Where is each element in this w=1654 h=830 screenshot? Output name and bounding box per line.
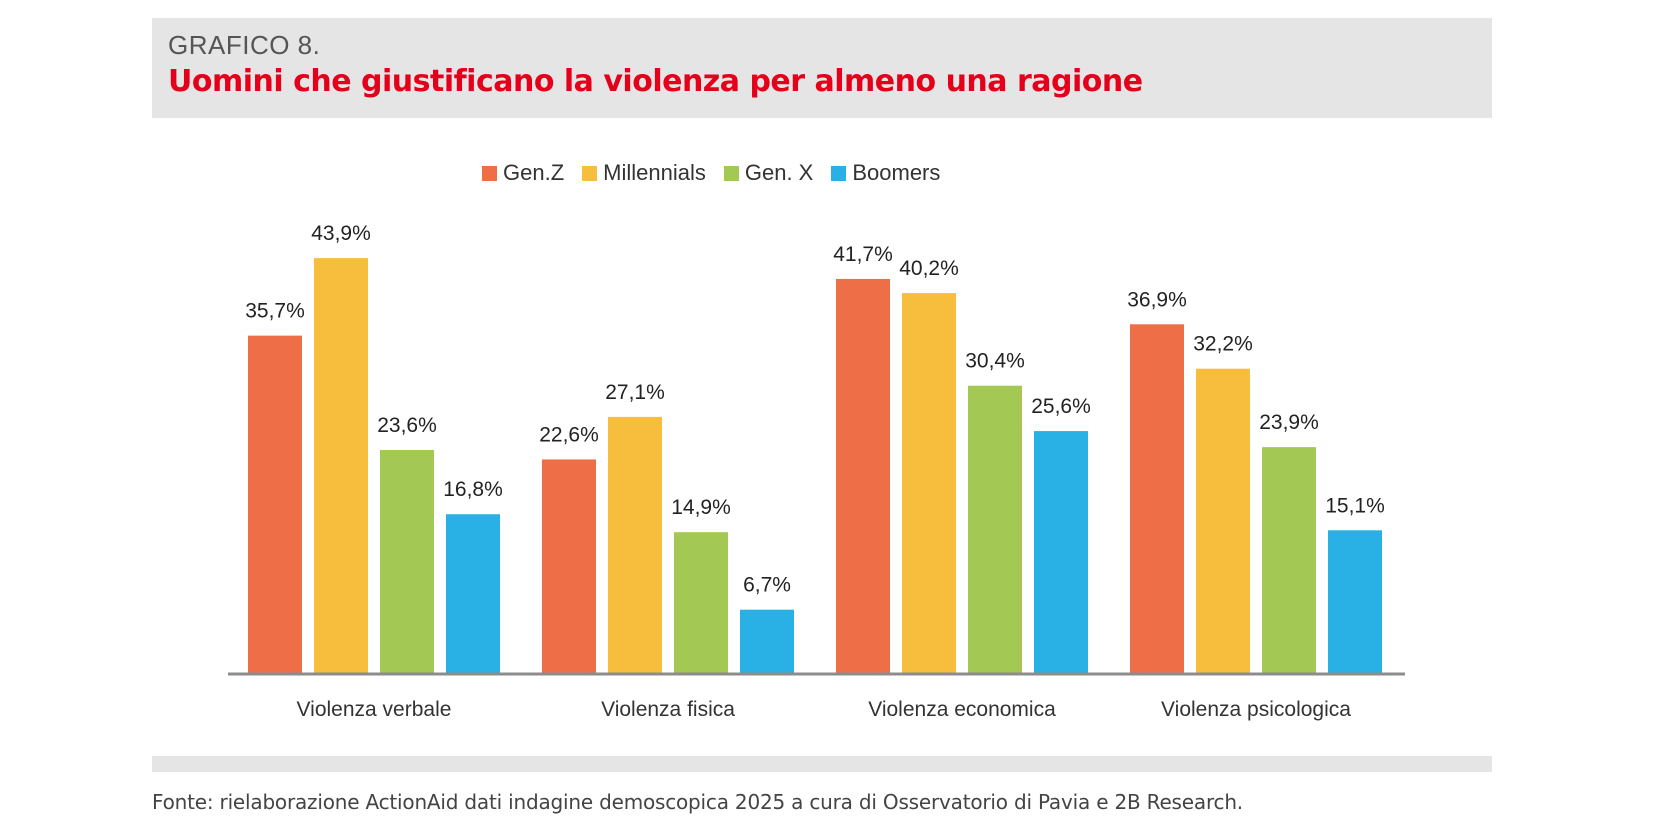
bar-3-1 (1196, 368, 1250, 673)
category-label: Violenza economica (868, 698, 1056, 721)
category-label: Violenza psicologica (1161, 698, 1351, 721)
bar-value-label: 23,6% (377, 414, 437, 437)
chart-legend: Gen.Z Millennials Gen. X Boomers (482, 158, 958, 188)
bar-2-0 (836, 278, 890, 673)
legend-label-boomers: Boomers (852, 160, 941, 185)
source-note: Fonte: rielaborazione ActionAid dati ind… (152, 790, 1243, 814)
legend-item-millennials: Millennials (582, 160, 706, 186)
legend-swatch-gen-z (482, 165, 497, 181)
legend-item-boomers: Boomers (831, 160, 940, 186)
bar-2-1 (902, 293, 956, 673)
bar-0-0 (248, 335, 302, 673)
header-band (152, 18, 1492, 118)
bar-value-label: 30,4% (965, 350, 1025, 373)
bar-0-2 (380, 449, 434, 673)
bar-value-label: 36,9% (1127, 288, 1187, 311)
bar-0-3 (446, 514, 500, 673)
bar-0-1 (314, 258, 368, 673)
bar-value-label: 40,2% (899, 257, 959, 280)
bar-1-2 (674, 532, 728, 673)
bar-value-label: 32,2% (1193, 333, 1253, 356)
legend-label-millennials: Millennials (603, 160, 706, 185)
bar-value-label: 43,9% (311, 222, 371, 245)
bar-value-label: 25,6% (1031, 395, 1091, 418)
bar-3-0 (1130, 324, 1184, 673)
legend-label-gen-z: Gen.Z (503, 160, 565, 185)
bar-value-label: 22,6% (539, 423, 599, 446)
footer-band (152, 756, 1492, 772)
legend-swatch-gen-x (723, 165, 739, 181)
legend-swatch-millennials (582, 165, 598, 181)
legend-label-gen-x: Gen. X (744, 160, 814, 185)
bar-2-2 (968, 385, 1022, 673)
chart-number-label: GRAFICO 8. (168, 30, 321, 60)
bar-1-3 (740, 609, 794, 673)
bar-1-1 (608, 416, 662, 673)
bar-3-2 (1262, 447, 1316, 673)
bar-2-3 (1034, 431, 1088, 673)
bar-value-label: 14,9% (671, 496, 731, 519)
legend-item-gen-z: Gen.Z (482, 160, 564, 186)
bar-value-label: 23,9% (1259, 411, 1319, 434)
bar-value-label: 35,7% (245, 300, 305, 323)
bar-value-label: 27,1% (605, 381, 665, 404)
bar-3-3 (1328, 530, 1382, 673)
bar-1-0 (542, 459, 596, 673)
legend-swatch-boomers (831, 165, 847, 181)
bar-value-label: 41,7% (833, 243, 893, 266)
category-label: Violenza fisica (601, 698, 735, 721)
bar-value-label: 6,7% (743, 574, 791, 597)
bar-value-label: 16,8% (443, 478, 503, 501)
bar-value-label: 15,1% (1325, 494, 1385, 517)
legend-item-gen-x: Gen. X (723, 160, 814, 186)
chart-title: Uomini che giustificano la violenza per … (168, 64, 1143, 99)
category-label: Violenza verbale (297, 698, 452, 721)
